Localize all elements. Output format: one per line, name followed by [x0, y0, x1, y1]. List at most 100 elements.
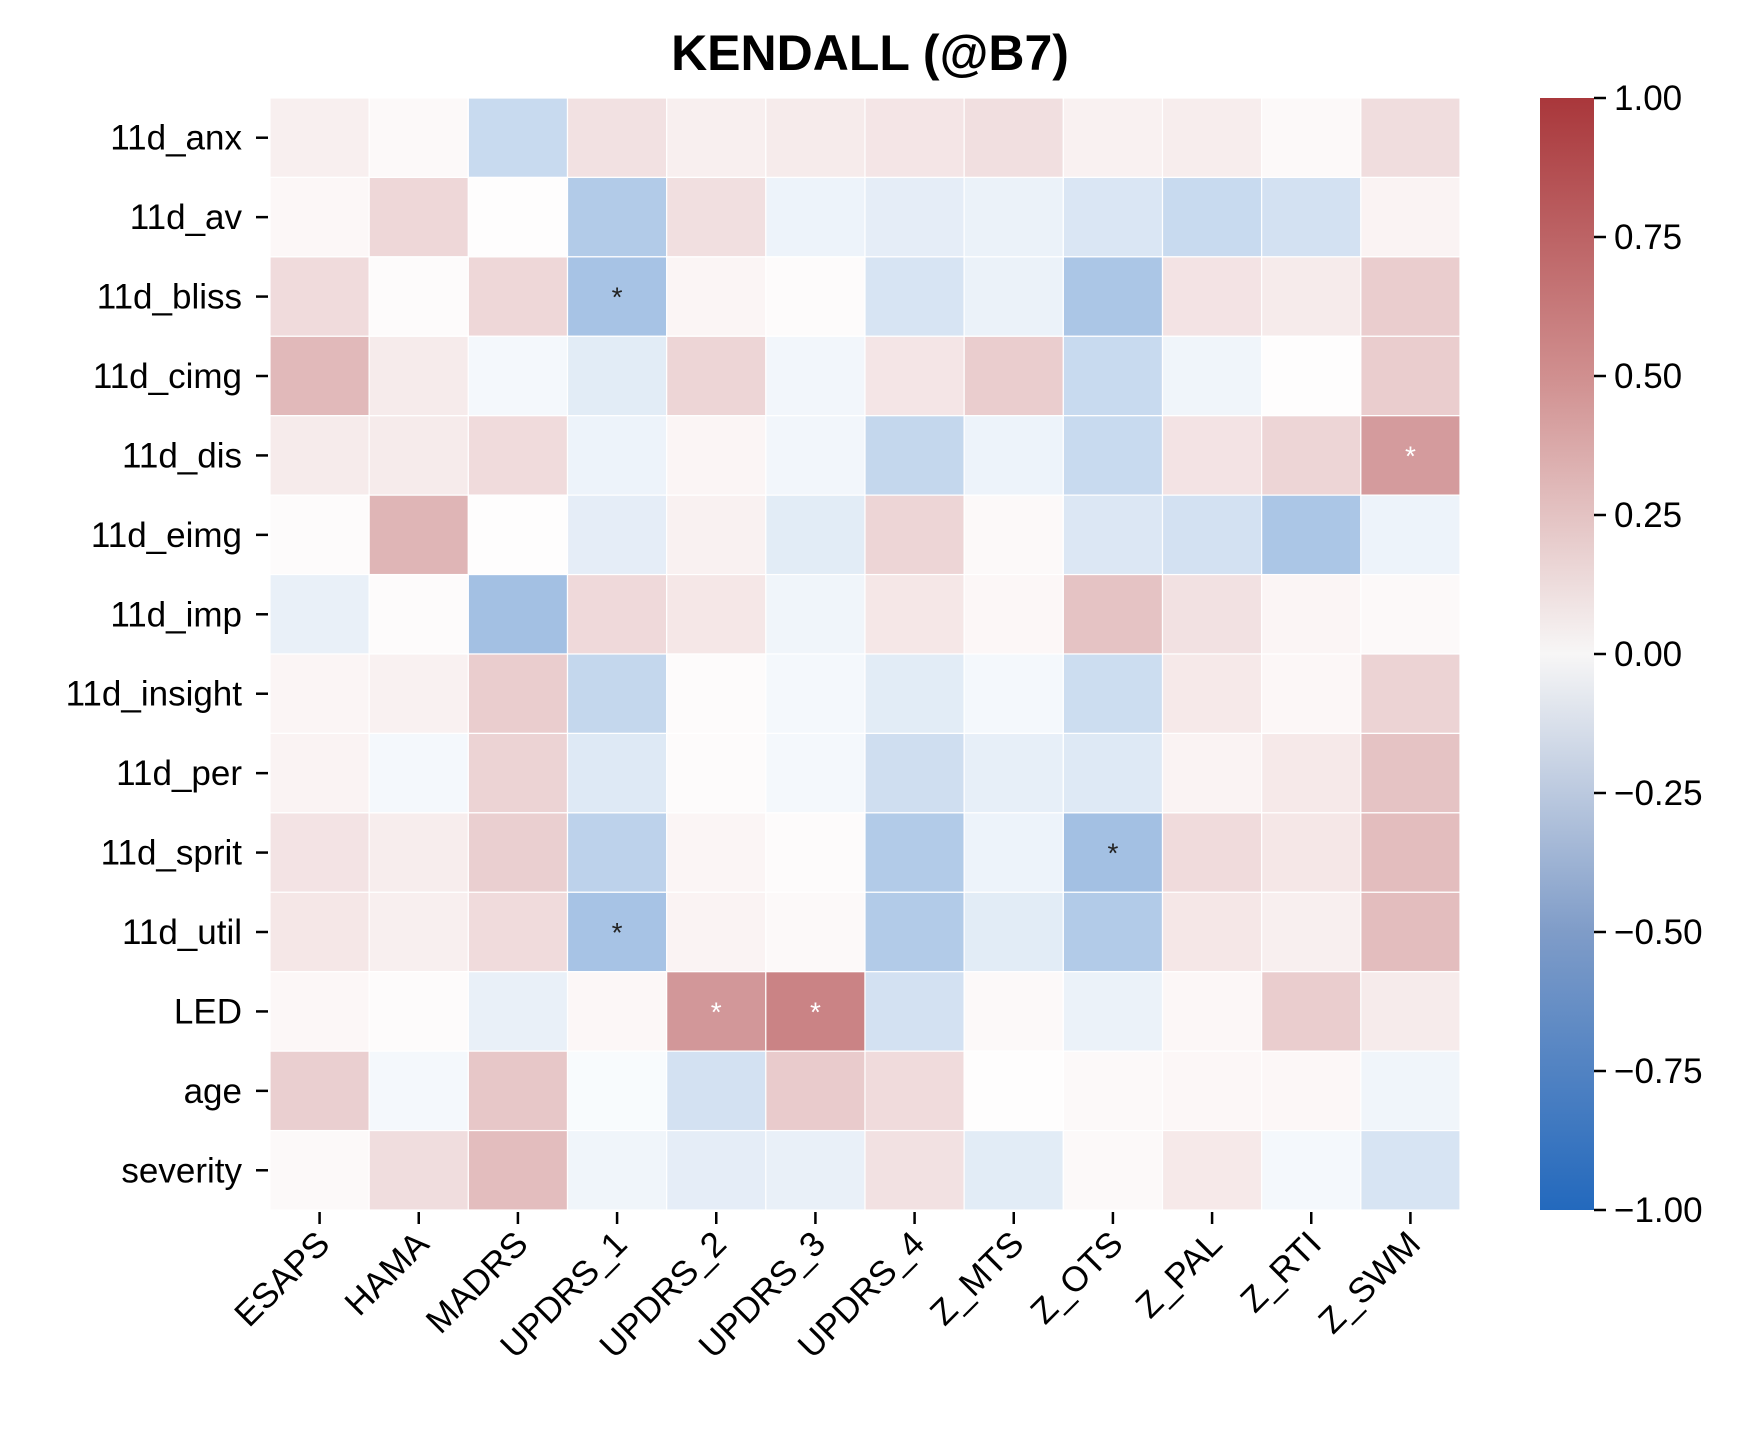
colorbar-tick-label: 0.75 [1614, 218, 1682, 257]
y-tick-label: 11d_per [116, 754, 242, 793]
heatmap-cell [1161, 494, 1263, 576]
heatmap-cell [1161, 1050, 1263, 1132]
heatmap-cell [368, 1129, 469, 1211]
colorbar-tick-label: 0.00 [1614, 635, 1682, 674]
heatmap-cell [1360, 256, 1461, 337]
heatmap-cell [1261, 573, 1362, 655]
heatmap-cell [1261, 1050, 1362, 1132]
heatmap-cell [269, 256, 370, 337]
heatmap-cell [467, 1129, 569, 1211]
heatmap-cell [467, 1050, 569, 1132]
colorbar-gradient [1540, 98, 1594, 1210]
x-tick-label: ESAPS [227, 1224, 337, 1334]
heatmap-cell [864, 415, 965, 496]
heatmap-cell [1360, 732, 1461, 814]
heatmap-cell [1360, 812, 1461, 893]
heatmap-cell [1062, 415, 1164, 496]
heatmap-cell [1062, 971, 1164, 1052]
heatmap-cell [864, 97, 965, 179]
x-axis: ESAPS HAMAMADRSUPDRS_1UPDRS_2UPDRS_3UPDRS… [227, 1212, 1428, 1366]
heatmap-cell [1360, 971, 1461, 1052]
y-tick-label: 11d_imp [110, 595, 242, 634]
heatmap-cell [269, 335, 370, 417]
heatmap-cell [467, 176, 569, 258]
heatmap-cell [1360, 335, 1461, 417]
significance-mark: * [612, 917, 623, 948]
heatmap-cell [368, 1050, 469, 1132]
heatmap-cell [1261, 891, 1362, 973]
heatmap-cell [963, 335, 1064, 417]
heatmap-cell [1062, 573, 1164, 655]
heatmap-cell [1261, 653, 1362, 735]
heatmap-cell [566, 891, 668, 973]
heatmap-cell [1261, 256, 1362, 337]
heatmap-cell [1062, 1129, 1164, 1211]
heatmap-cell [566, 732, 668, 814]
heatmap-cell [963, 415, 1064, 496]
heatmap-cell [765, 176, 866, 258]
colorbar-tick-label: −0.75 [1614, 1052, 1703, 1091]
colorbar-tick-label: 1.00 [1614, 79, 1682, 118]
significance-mark: * [612, 282, 623, 313]
heatmap-cell [765, 653, 866, 735]
heatmap-cell [864, 732, 965, 814]
heatmap-cell [269, 97, 370, 179]
x-tick-label: Z_PAL [1128, 1224, 1229, 1325]
heatmap-cell [666, 415, 767, 496]
heatmap-cell [566, 256, 668, 337]
heatmap-cell [963, 97, 1064, 179]
heatmap-cell [765, 971, 866, 1052]
y-tick-label: 11d_insight [66, 675, 243, 714]
heatmap-cell [666, 812, 767, 893]
heatmap-cell [963, 256, 1064, 337]
heatmap-cell [963, 971, 1064, 1052]
heatmap-cell [566, 1050, 668, 1132]
heatmap-cell [666, 1050, 767, 1132]
heatmap-cell [666, 1129, 767, 1211]
y-tick-label: 11d_dis [122, 436, 242, 475]
heatmap-cell [566, 415, 668, 496]
heatmap-cell [1360, 573, 1461, 655]
heatmap-cell [566, 812, 668, 893]
heatmap-cell [1161, 971, 1263, 1052]
heatmap-cell [467, 335, 569, 417]
heatmap-cell [467, 415, 569, 496]
y-tick-label: 11d_cimg [93, 357, 242, 396]
heatmap-cell [666, 971, 767, 1052]
heatmap-cell [864, 1050, 965, 1132]
heatmap-cell [1062, 335, 1164, 417]
heatmap-cell [368, 415, 469, 496]
heatmap-cell [666, 97, 767, 179]
heatmap-cells [269, 97, 1461, 1211]
y-tick-label: age [184, 1072, 242, 1111]
heatmap-cell [467, 573, 569, 655]
heatmap-cell [963, 494, 1064, 576]
heatmap-cell [666, 176, 767, 258]
heatmap-cell [1360, 891, 1461, 973]
heatmap-cell [1161, 256, 1263, 337]
heatmap-cell [1062, 653, 1164, 735]
heatmap-cell [1261, 971, 1362, 1052]
heatmap-cell [368, 176, 469, 258]
heatmap-cell [1360, 176, 1461, 258]
heatmap-cell [269, 971, 370, 1052]
heatmap-cell [963, 891, 1064, 973]
heatmap-cell [1062, 494, 1164, 576]
heatmap-cell [1360, 494, 1461, 576]
heatmap-cell [269, 494, 370, 576]
y-axis: 11d_anx 11d_av 11d_bliss 11d_cimg 11d_dis 11d… [66, 119, 268, 1190]
y-tick-label: 11d_bliss [97, 278, 242, 317]
x-tick-label: Z_RTI [1233, 1224, 1329, 1320]
heatmap-cell [269, 732, 370, 814]
significance-mark: * [1107, 838, 1118, 869]
heatmap-cell [963, 1050, 1064, 1132]
heatmap-cell [1161, 653, 1263, 735]
colorbar-tick-label: −0.50 [1614, 913, 1703, 952]
heatmap-cell [1360, 653, 1461, 735]
colorbar-tick-label: −0.25 [1614, 774, 1703, 813]
heatmap-cell [864, 812, 965, 893]
x-tick-label: Z_OTS [1023, 1224, 1130, 1331]
significance-mark: * [1405, 440, 1416, 471]
heatmap-cell [963, 573, 1064, 655]
